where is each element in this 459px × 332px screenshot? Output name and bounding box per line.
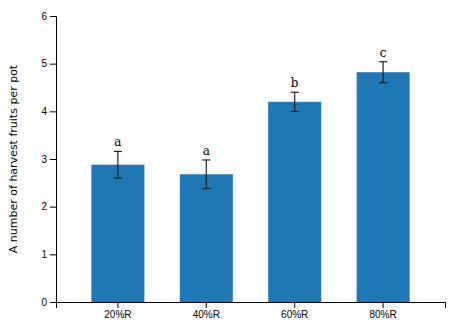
error-bar-stem — [383, 62, 384, 83]
y-tick-label: 2 — [41, 201, 47, 212]
y-tick: 3 — [41, 154, 56, 165]
error-bar-cap — [379, 61, 387, 62]
bar — [180, 174, 233, 302]
error-bar-cap — [379, 82, 387, 83]
y-tick-label: 4 — [41, 106, 47, 117]
x-tick: 20%R — [104, 302, 131, 320]
y-tick-label: 6 — [41, 11, 47, 22]
y-tick-mark — [50, 207, 56, 208]
x-tick: 80%R — [369, 302, 396, 320]
error-bar-cap — [114, 177, 122, 178]
axis-line — [50, 17, 57, 303]
y-tick-label: 0 — [41, 297, 47, 308]
y-tick-mark — [50, 302, 56, 303]
x-tick-label: 60%R — [281, 309, 308, 320]
error-bar-stem — [117, 151, 118, 178]
annotation: b — [291, 76, 299, 90]
bar — [268, 102, 321, 302]
error-bar — [379, 62, 387, 83]
y-tick: 2 — [41, 201, 56, 212]
y-axis-title: A number of harvest fruits per pot — [7, 64, 20, 253]
y-tick: 0 — [41, 297, 56, 308]
y-tick-label: 3 — [41, 154, 47, 165]
y-tick: 1 — [41, 249, 56, 260]
y-tick: 5 — [41, 58, 56, 69]
axis-line — [57, 303, 446, 309]
y-tick-mark — [50, 16, 56, 17]
x-tick: 40%R — [193, 302, 220, 320]
annotation: a — [114, 135, 121, 149]
y-tick-mark — [50, 111, 56, 112]
x-tick-mark — [383, 302, 384, 308]
error-bar-cap — [202, 188, 210, 189]
x-tick-mark — [294, 302, 295, 308]
x-tick-mark — [117, 302, 118, 308]
y-axis: 0 1 2 3 4 5 6 — [41, 11, 56, 308]
plot: 0 1 2 3 4 5 6 20%R 40%R 60%R 80%R a a b c — [41, 11, 445, 320]
chart: 0 1 2 3 4 5 6 20%R 40%R 60%R 80%R a a b c A number of h… — [0, 0, 459, 332]
x-tick-label: 80%R — [369, 309, 396, 320]
error-bar — [202, 160, 210, 189]
x-tick-label: 20%R — [104, 309, 131, 320]
y-tick-mark — [50, 254, 56, 255]
y-tick-mark — [50, 64, 56, 65]
error-bar-stem — [206, 160, 207, 189]
bar — [357, 72, 410, 302]
bar — [91, 165, 144, 302]
error-bar-cap — [291, 111, 299, 112]
marks — [91, 62, 409, 302]
y-tick: 4 — [41, 106, 56, 117]
y-tick-mark — [50, 159, 56, 160]
error-bar-cap — [114, 151, 122, 152]
error-bar-cap — [202, 159, 210, 160]
annotation: c — [380, 46, 387, 60]
x-tick-label: 40%R — [193, 309, 220, 320]
error-bar-stem — [294, 92, 295, 111]
error-bar-cap — [291, 92, 299, 93]
error-bar — [114, 151, 122, 178]
y-tick-label: 1 — [41, 249, 47, 260]
y-tick-label: 5 — [41, 58, 47, 69]
y-tick: 6 — [41, 11, 56, 22]
x-tick-mark — [206, 302, 207, 308]
annotation: a — [203, 144, 210, 158]
annotations: a a b c — [114, 46, 386, 158]
x-tick: 60%R — [281, 302, 308, 320]
error-bar — [291, 92, 299, 111]
x-axis: 20%R 40%R 60%R 80%R — [57, 302, 446, 320]
